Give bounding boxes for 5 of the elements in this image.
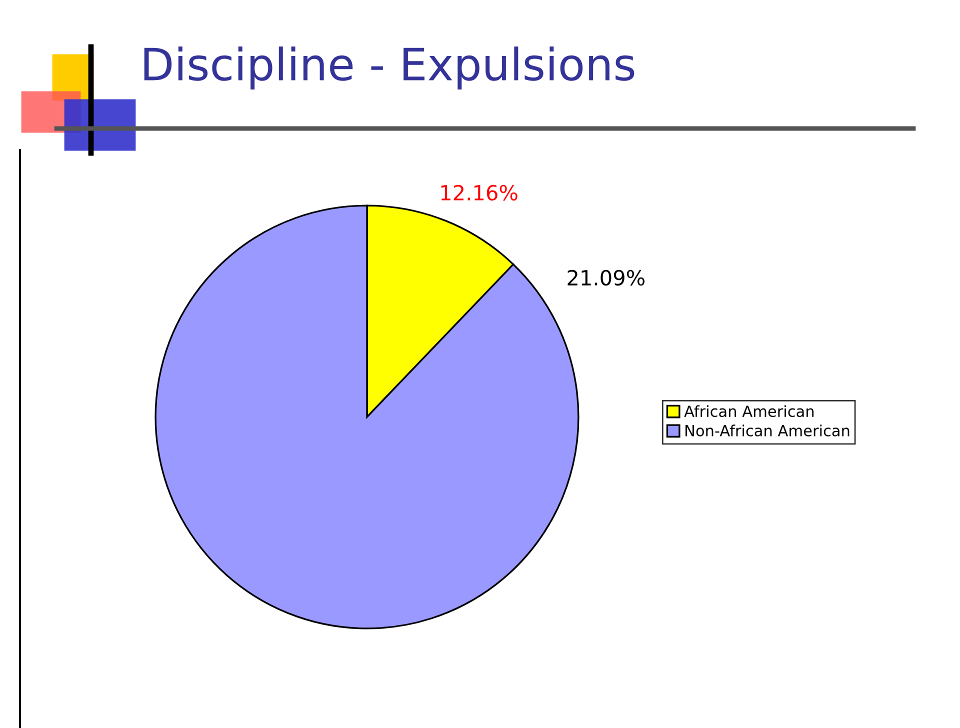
text: 21.09% xyxy=(568,270,644,286)
data-label: 12.16% xyxy=(441,184,518,201)
legend-label: Non-African American xyxy=(686,424,850,436)
legend-label: African American xyxy=(684,405,814,418)
chart-title: Discipline - Expulsions xyxy=(144,46,634,90)
